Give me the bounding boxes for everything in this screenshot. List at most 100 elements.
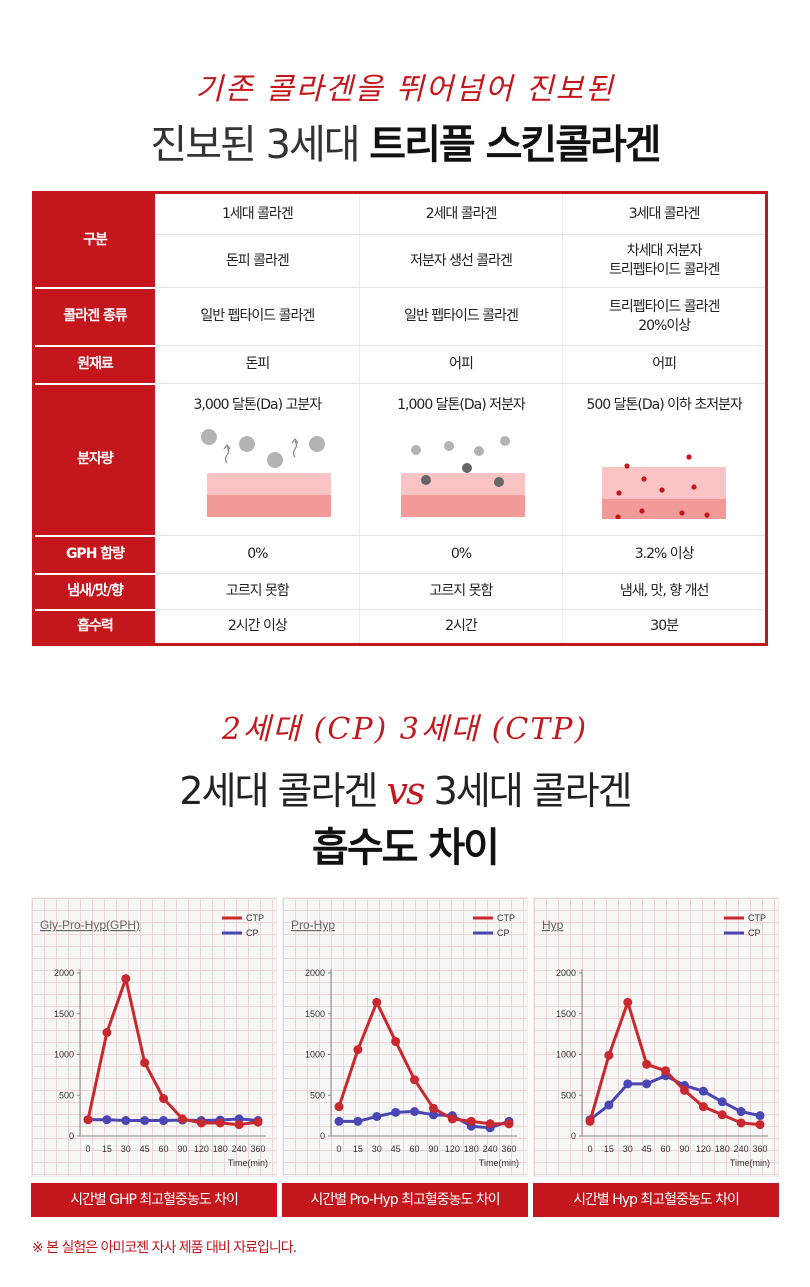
cell-smell-2: 고르지 못함	[358, 573, 563, 610]
cell-material-1: 돈피	[155, 345, 360, 384]
chart-title: Pro-Hyp	[291, 918, 335, 932]
cell-material-2: 어피	[358, 345, 563, 384]
cell-kind-3: 트리펩타이드 콜라겐 20%이상	[562, 287, 767, 346]
x-tick-label: 0	[85, 1144, 90, 1154]
cell-gen3: 3세대 콜라겐	[562, 192, 767, 235]
section1-subtitle: 기존 콜라겐을 뛰어넘어 진보된	[195, 72, 615, 107]
cell-gen2: 2세대 콜라겐	[358, 192, 563, 235]
x-tick-label: 90	[177, 1144, 187, 1154]
data-point-cp	[428, 1110, 438, 1120]
y-tick-label: 1000	[54, 1050, 74, 1060]
x-tick-label: 180	[213, 1144, 228, 1154]
legend-label-ctp: CTP	[748, 913, 766, 923]
data-point-ctp	[447, 1114, 457, 1124]
data-point-ctp	[353, 1045, 363, 1055]
weight-label-1: 3,000 달톤(Da) 고분자	[193, 397, 322, 413]
caption-gph: 시간별 GHP 최고혈중농도 차이	[31, 1183, 277, 1217]
x-tick-label: 30	[372, 1144, 382, 1154]
data-point-ctp	[102, 1027, 112, 1037]
x-tick-label: 90	[428, 1144, 438, 1154]
cell-source-3: 차세대 저분자 트리펩타이드 콜라겐	[562, 234, 767, 288]
row-header-gph: GPH 함량	[33, 535, 156, 575]
x-tick-label: 45	[140, 1144, 150, 1154]
y-tick-label: 0	[571, 1131, 576, 1141]
data-point-cp	[604, 1100, 614, 1110]
data-point-ctp	[121, 974, 131, 984]
data-point-cp	[410, 1107, 420, 1117]
title-light: 진보된 3세대	[150, 122, 360, 168]
series-line-ctp	[588, 997, 761, 1127]
y-tick-label: 1000	[305, 1050, 325, 1060]
data-point-cp	[372, 1111, 382, 1121]
data-point-ctp	[504, 1119, 514, 1129]
y-tick-label: 0	[320, 1131, 325, 1141]
legend-label-cp: CP	[497, 928, 510, 938]
section2-title-bold: 흡수도 차이	[312, 825, 500, 871]
title-gen2: 2세대 콜라겐	[179, 769, 378, 813]
cell-weight-1: 3,000 달톤(Da) 고분자	[155, 383, 360, 536]
cell-material-3: 어피	[562, 345, 767, 384]
y-tick-label: 2000	[54, 968, 74, 978]
data-point-ctp	[253, 1117, 263, 1127]
data-point-ctp	[466, 1116, 476, 1126]
data-point-ctp	[159, 1094, 169, 1104]
data-point-ctp	[372, 997, 382, 1007]
series-line-ctp	[86, 973, 259, 1127]
cell-gph-2: 0%	[358, 535, 563, 574]
legend-label-ctp: CTP	[246, 913, 264, 923]
x-tick-label: 120	[194, 1144, 209, 1154]
x-axis-label: Time(min)	[228, 1158, 268, 1168]
data-point-ctp	[428, 1103, 438, 1113]
data-point-cp	[717, 1097, 727, 1107]
data-point-ctp	[642, 1059, 652, 1069]
section2-title: 2세대 콜라겐 vs 3세대 콜라겐	[0, 760, 810, 815]
chart-hyp-svg: Hyp 0 500 1000 1500 2000 0 15 30 45 60 90 120 180 240 3…	[542, 913, 770, 1168]
data-point-cp	[121, 1116, 131, 1126]
x-tick-label: 15	[353, 1144, 363, 1154]
row-header-kind: 콜라겐 종류	[33, 287, 156, 347]
cell-weight-2: 1,000 달톤(Da) 저분자	[358, 383, 563, 536]
cell-source-1: 돈피 콜라겐	[155, 234, 360, 288]
data-point-ctp	[410, 1075, 420, 1085]
high-molecule-illustration	[201, 429, 332, 517]
y-tick-label: 2000	[556, 968, 576, 978]
y-tick-label: 1000	[556, 1050, 576, 1060]
data-point-ctp	[661, 1066, 671, 1076]
cell-source-2: 저분자 생선 콜라겐	[358, 234, 563, 288]
chart-title: Hyp	[542, 918, 564, 932]
chart-prohyp: Pro-Hyp 0 500 1000 1500 2000 0 15 30 45 60 90 120 180…	[282, 897, 528, 1177]
comparison-table: 구분 1세대 콜라겐 2세대 콜라겐 3세대 콜라겐 돈피 콜라겐 저분자 생선…	[32, 191, 768, 646]
data-point-ctp	[215, 1118, 225, 1128]
chart-gph: Gly-Pro-Hyp(GPH) 0 500 1000 1500 2000 0 15 30 45 6…	[31, 897, 277, 1177]
footnote: ※ 본 실험은 아미코젠 자사 제품 대비 자료입니다.	[32, 1240, 297, 1256]
caption-hyp: 시간별 Hyp 최고혈중농도 차이	[533, 1183, 779, 1217]
cell-absorption-1: 2시간 이상	[155, 609, 360, 645]
cell-absorption-3: 30분	[562, 609, 767, 645]
x-tick-label: 360	[752, 1144, 767, 1154]
chart-title: Gly-Pro-Hyp(GPH)	[40, 918, 140, 932]
chart-gph-svg: Gly-Pro-Hyp(GPH) 0 500 1000 1500 2000 0 15 30 45 6…	[40, 913, 268, 1168]
cell-weight-3: 500 달톤(Da) 이하 초저분자	[562, 383, 767, 536]
x-tick-label: 15	[604, 1144, 614, 1154]
cell-kind-2: 일반 펩타이드 콜라겐	[358, 287, 563, 346]
data-point-ctp	[698, 1102, 708, 1112]
x-tick-label: 360	[501, 1144, 516, 1154]
x-tick-label: 0	[336, 1144, 341, 1154]
x-tick-label: 180	[715, 1144, 730, 1154]
data-point-ctp	[177, 1114, 187, 1124]
ultralow-molecule-illustration	[602, 454, 727, 519]
cell-kind-1: 일반 펩타이드 콜라겐	[155, 287, 360, 346]
x-tick-label: 60	[159, 1144, 169, 1154]
data-point-cp	[353, 1116, 363, 1126]
x-tick-label: 60	[410, 1144, 420, 1154]
cell-smell-1: 고르지 못함	[155, 573, 360, 610]
y-tick-label: 500	[310, 1090, 325, 1100]
cell-absorption-2: 2시간	[358, 609, 563, 645]
series-line-cp	[339, 1110, 510, 1130]
data-point-cp	[623, 1079, 633, 1089]
row-header-type: 구분	[33, 192, 156, 289]
row-header-smell: 냄새/맛/향	[33, 573, 156, 611]
y-tick-label: 500	[561, 1090, 576, 1100]
series-line-ctp	[337, 998, 509, 1126]
data-point-ctp	[83, 1115, 93, 1125]
